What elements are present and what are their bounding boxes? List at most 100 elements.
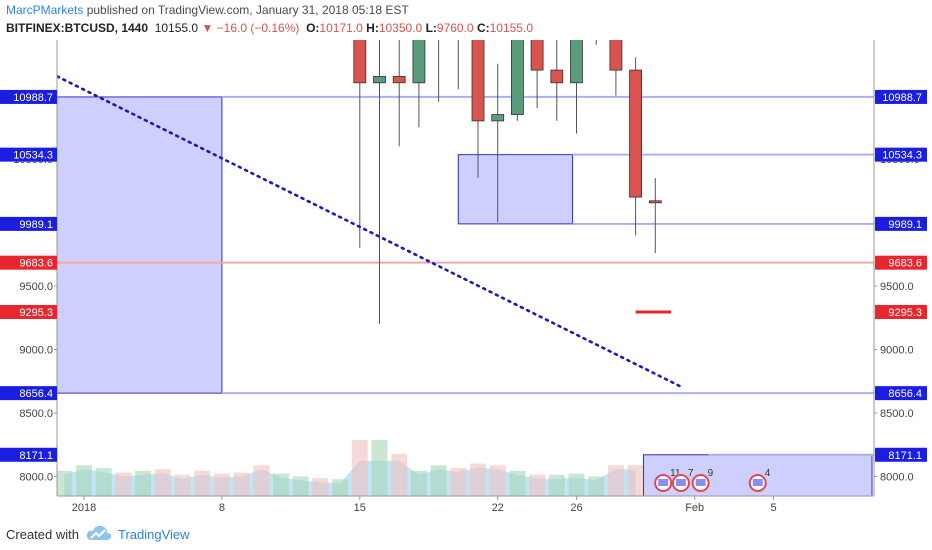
y-tick-label-right: 8500.0 <box>880 408 914 420</box>
trend-line <box>57 74 685 389</box>
volume-bar <box>627 465 644 496</box>
level-badge-label-left: 9683.6 <box>19 258 53 270</box>
volume-bar <box>273 473 289 496</box>
event-count: 4 <box>765 468 771 479</box>
y-tick-label-left: 9000.0 <box>19 345 53 357</box>
high-value: 10350.0 <box>378 21 423 35</box>
y-tick-label-left: 8500.0 <box>19 408 53 420</box>
candle-body <box>609 40 623 71</box>
volume-bar <box>115 472 132 496</box>
candle-body <box>373 76 386 84</box>
price-change: −16.0 (−0.16%) <box>216 21 300 35</box>
level-badge-label-right: 9295.3 <box>888 307 922 319</box>
zone-blue <box>57 96 223 394</box>
level-badge-label-left: 9295.3 <box>19 307 53 319</box>
y-tick-label-left: 9500.0 <box>19 281 53 293</box>
author-link[interactable]: MarcPMarkets <box>6 3 84 17</box>
candle-body <box>648 200 662 204</box>
event-count: 7 <box>688 468 694 479</box>
symbol-label[interactable]: BITFINEX:BTCUSD, 1440 <box>6 21 149 35</box>
y-tick-label-right: 8000.0 <box>880 472 914 484</box>
volume-bar <box>450 468 467 496</box>
candle-body <box>590 0 602 38</box>
event-count: 11 <box>670 468 681 479</box>
volume-bar <box>470 463 486 496</box>
level-badge-label-right: 10534.3 <box>882 150 922 162</box>
x-tick-label: 5 <box>770 502 776 514</box>
low-label: L: <box>425 21 437 35</box>
volume-bar <box>607 465 624 496</box>
x-tick-label: 8 <box>219 502 225 514</box>
level-badge-label-right: 9683.6 <box>888 258 922 270</box>
volume-bar <box>312 478 329 496</box>
candle-body <box>433 0 445 26</box>
x-tick-label: 2018 <box>72 502 96 514</box>
candle-body <box>452 0 464 26</box>
candle-body <box>412 40 426 84</box>
tradingview-brand[interactable]: TradingView <box>118 527 190 542</box>
candle-body <box>530 40 544 71</box>
event-flag-body <box>695 479 706 486</box>
level-badge-right <box>875 216 927 231</box>
volume-bar <box>57 470 73 496</box>
high-label: H: <box>366 21 379 35</box>
volume-bar <box>410 470 427 496</box>
volume-bar <box>233 472 250 496</box>
level-badge-label-right: 8656.4 <box>888 388 922 400</box>
ohlc-line: BITFINEX:BTCUSD, 1440 10155.0 ▼ −16.0 (−… <box>6 21 533 35</box>
volume-bar <box>174 474 191 496</box>
open-label: O: <box>306 21 320 35</box>
x-tick-label: Feb <box>685 502 704 514</box>
level-badge-right <box>875 386 927 401</box>
volume-bar <box>292 476 309 496</box>
volume-bar <box>430 465 447 496</box>
event-count: 9 <box>708 468 714 479</box>
volume-bar <box>529 474 546 496</box>
level-badge-left <box>0 89 57 104</box>
level-badge-right <box>875 255 927 270</box>
volume-bar <box>391 454 408 496</box>
candle-body <box>471 40 485 122</box>
chart-header: MarcPMarkets published on TradingView.co… <box>0 0 932 40</box>
candle-body <box>510 40 524 115</box>
volume-bar <box>135 470 152 496</box>
volume-bar <box>95 468 112 496</box>
y-tick-label-right: 9500.0 <box>880 281 914 293</box>
volume-bar <box>154 469 171 496</box>
level-badge-left <box>0 147 57 162</box>
volume-bar <box>489 465 506 496</box>
y-tick-label-right: 9000.0 <box>880 345 914 357</box>
low-value: 9760.0 <box>436 21 474 35</box>
level-badge-left <box>0 255 57 270</box>
event-flag-body <box>752 479 763 486</box>
level-badge-left <box>0 216 57 231</box>
volume-bar <box>588 476 605 496</box>
close-label: C: <box>476 21 490 35</box>
volume-bar <box>568 473 585 496</box>
level-badge-right <box>875 147 927 162</box>
level-badge-label-left: 8171.1 <box>19 450 53 462</box>
last-price: 10155.0 <box>154 21 199 35</box>
candle-body <box>392 76 406 84</box>
level-badge-left <box>0 304 57 319</box>
level-badge-label-right: 8171.1 <box>888 450 922 462</box>
volume-bar <box>351 440 368 496</box>
level-badge-label-right: 10988.7 <box>882 92 922 104</box>
volume-bar <box>332 479 349 496</box>
volume-bar <box>253 465 270 496</box>
volume-bar <box>509 470 526 496</box>
volume-bar <box>371 440 388 496</box>
close-value: 10155.0 <box>489 21 533 35</box>
candlestick-chart[interactable]: 11 7 9 4 8000.0 8000.0 8500.0 8500.0 9000.0 9000.… <box>0 0 932 518</box>
event-flag-body <box>658 479 669 486</box>
plot-area: 11 7 9 4 <box>57 0 874 496</box>
level-badge-label-left: 9989.1 <box>19 219 53 231</box>
created-with-text: Created with <box>6 527 79 542</box>
level-badge-label-left: 10534.3 <box>13 150 53 162</box>
publish-line: MarcPMarkets published on TradingView.co… <box>6 3 409 17</box>
level-badge-right <box>875 89 927 104</box>
y-tick-label-left: 8000.0 <box>19 472 53 484</box>
publish-text: published on TradingView.com, January 31… <box>86 3 409 17</box>
level-badge-label-right: 9989.1 <box>888 219 922 231</box>
down-arrow-icon: ▼ <box>201 21 214 35</box>
